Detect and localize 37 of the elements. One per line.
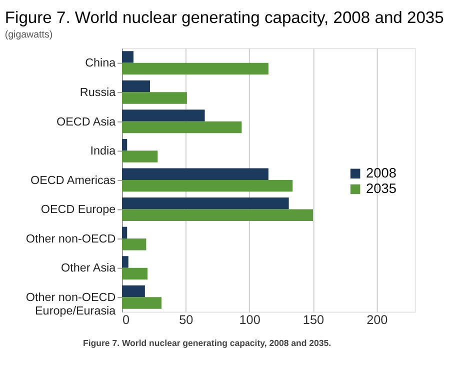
y-tick-label: China <box>85 56 116 70</box>
bar <box>122 256 128 268</box>
bar <box>122 138 128 151</box>
bar <box>122 121 242 134</box>
caption: Figure 7. World nuclear generating capacity, 2008 and 2035. <box>82 338 332 348</box>
y-tick-label: Other non-OECD Europe/Eurasia <box>26 291 116 318</box>
x-tick-label: 100 <box>239 312 260 327</box>
y-tick-label: OECD Europe <box>40 203 116 216</box>
y-tick-label: Other Asia <box>61 262 116 275</box>
bar <box>122 180 293 192</box>
y-tick-label: India <box>90 144 116 158</box>
x-tick-label: 150 <box>302 312 324 327</box>
y-tick-label: Other non-OECD <box>26 232 116 246</box>
y-tick-label: OECD Americas <box>30 174 116 187</box>
x-tick-label: 200 <box>366 312 388 327</box>
bar <box>122 150 158 162</box>
bar <box>122 209 313 221</box>
legend-label: 2035 <box>366 181 397 196</box>
bar <box>122 238 146 250</box>
legend-label: 2008 <box>366 166 396 181</box>
x-tick-label: 50 <box>179 312 194 327</box>
bar <box>122 110 205 122</box>
y-tick-label: OECD Asia <box>56 115 116 128</box>
chart-title: Figure 7. World nuclear generating capacity, 2008 and 2035 <box>4 8 444 27</box>
bar <box>122 268 148 280</box>
text: (gigawatts) <box>4 29 53 40</box>
bar <box>122 297 162 309</box>
bar <box>122 168 268 180</box>
bar <box>122 198 289 210</box>
bar <box>122 62 268 75</box>
y-tick-label: Russia <box>80 86 116 100</box>
x-tick-label: 0 <box>122 312 130 327</box>
bar <box>122 51 134 63</box>
bar <box>122 92 187 104</box>
bar <box>122 80 150 92</box>
bar <box>122 285 145 298</box>
bar <box>122 226 128 239</box>
